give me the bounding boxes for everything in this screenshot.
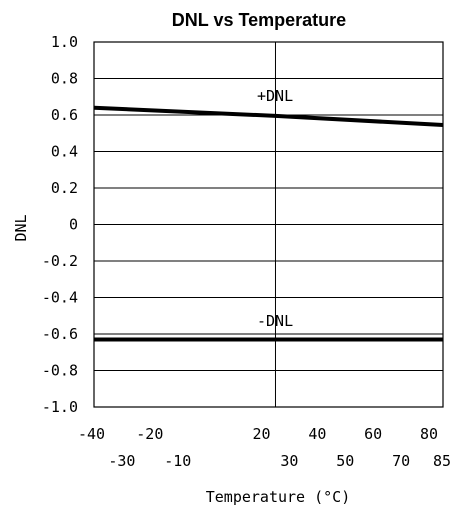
x-tick-label: 80: [420, 425, 438, 443]
series-label-minus-dnl: -DNL: [257, 312, 293, 330]
x-axis-label: Temperature (°C): [206, 488, 351, 506]
x-tick-label: 85: [433, 452, 451, 470]
y-tick-label: -0.4: [42, 289, 78, 307]
chart-title: DNL vs Temperature: [172, 10, 346, 30]
x-tick-label: -40: [78, 425, 105, 443]
y-tick-label: 0.4: [51, 143, 78, 161]
y-tick-label: -0.6: [42, 325, 78, 343]
x-tick-label: -10: [164, 452, 191, 470]
x-tick-label: -30: [108, 452, 135, 470]
y-tick-label: 1.0: [51, 33, 78, 51]
y-tick-label: 0: [69, 216, 78, 234]
series-line-plus-dnl: [93, 105, 444, 127]
y-tick-label: -0.8: [42, 362, 78, 380]
y-tick-labels: 1.0 0.8 0.6 0.4 0.2 0 -0.2 -0.4 -0.6 -0.8 -1.0: [42, 33, 78, 416]
x-tick-label: 30: [280, 452, 298, 470]
y-tick-label: 0.2: [51, 179, 78, 197]
x-tick-labels: -40 -20 20 40 60 80 -30 -10 30 50 70 85: [78, 425, 451, 470]
y-axis-label: DNL: [12, 214, 30, 241]
y-tick-label: 0.8: [51, 70, 78, 88]
series-lines: [93, 105, 444, 342]
y-tick-label: -1.0: [42, 398, 78, 416]
x-tick-label: -20: [136, 425, 163, 443]
series-label-plus-dnl: +DNL: [257, 87, 293, 105]
x-tick-label: 40: [308, 425, 326, 443]
x-tick-label: 70: [392, 452, 410, 470]
x-tick-label: 50: [336, 452, 354, 470]
x-tick-label: 20: [252, 425, 270, 443]
y-tick-label: -0.2: [42, 252, 78, 270]
grid: [94, 42, 443, 407]
y-tick-label: 0.6: [51, 106, 78, 124]
x-tick-label: 60: [364, 425, 382, 443]
